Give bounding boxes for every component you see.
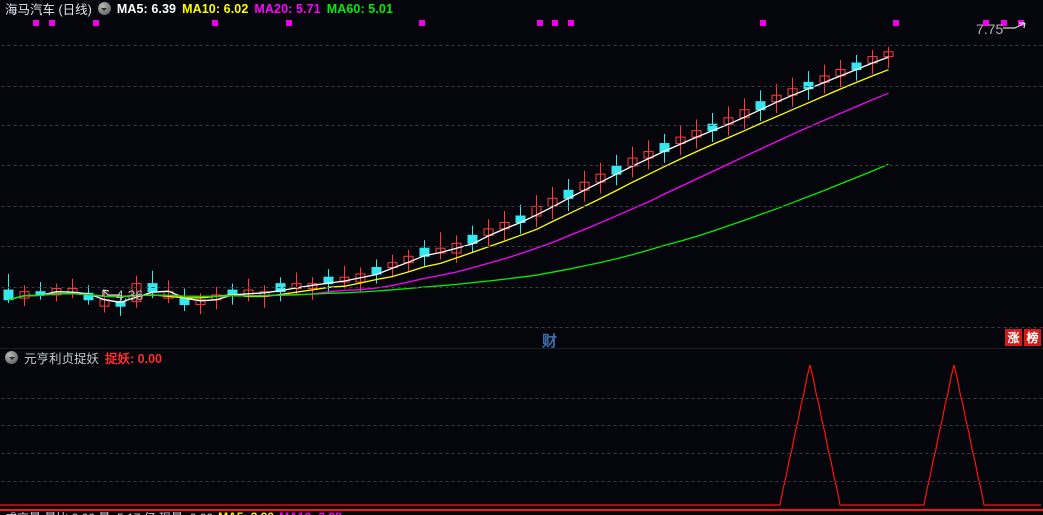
signal-marker (33, 20, 39, 26)
ma5-line (8, 56, 889, 304)
candle-body (115, 300, 126, 307)
signal-marker (49, 20, 55, 26)
candle-body (883, 51, 894, 58)
indicator-value-label: 捉妖: 0.00 (105, 352, 162, 366)
volume-ma5-label: MA5: 3.90 (218, 510, 274, 515)
indicator-line (0, 364, 1041, 506)
badge-rise[interactable]: 涨 (1005, 329, 1022, 346)
candle-body (131, 283, 142, 302)
indicator-pane[interactable]: 元亨利贞捉妖 捉妖: 0.00 (0, 348, 1043, 510)
signal-marker (286, 20, 292, 26)
signal-marker (93, 20, 99, 26)
low-price-arrow-icon (102, 289, 120, 296)
high-price-arrow-icon (1003, 22, 1026, 29)
signal-marker (552, 20, 558, 26)
ma5-legend: MA5: 6.39 (116, 1, 177, 16)
volume-ma10-label: MA10: 2.98 (279, 510, 342, 515)
price-pane-header: 海马汽车 (日线) MA5: 6.39 MA10: 6.02 MA20: 5.7… (0, 0, 394, 18)
signal-marker (1001, 20, 1007, 26)
volume-pane-clipped[interactable]: 成交量 量比 0.00 量: 5.17 亿 现量: 0.00 MA5: 3.90… (0, 509, 1043, 515)
price-gridline (0, 125, 1043, 126)
candle-body (3, 289, 14, 301)
indicator-baseline (0, 509, 1043, 511)
candle-body (451, 242, 462, 254)
price-chart-pane[interactable]: 海马汽车 (日线) MA5: 6.39 MA10: 6.02 MA20: 5.7… (0, 0, 1043, 348)
symbol-name-label: 海马汽车 (日线) (5, 3, 92, 17)
chevron-down-circle-icon[interactable] (5, 351, 18, 364)
volume-title-label: 成交量 量比 0.00 量: 5.17 亿 现量: 0.00 (5, 509, 213, 515)
indicator-gridline (0, 453, 1043, 454)
price-series-canvas (3, 46, 894, 316)
badge-rank[interactable]: 榜 (1024, 329, 1041, 346)
chevron-down-circle-icon[interactable] (97, 2, 111, 15)
signal-marker (212, 20, 218, 26)
ma60-line (8, 163, 889, 301)
price-gridline (0, 246, 1043, 247)
signal-marker (537, 20, 543, 26)
price-gridline (0, 206, 1043, 207)
indicator-series-canvas (0, 364, 1041, 506)
indicator-gridline (0, 481, 1043, 482)
price-gridline (0, 287, 1043, 288)
signal-marker (568, 20, 574, 26)
low-price-label: 4.36 (116, 287, 144, 303)
price-gridline (0, 45, 1043, 46)
indicator-gridline (0, 398, 1043, 399)
indicator-title-label: 元亨利贞捉妖 (24, 352, 100, 366)
price-gridline (0, 165, 1043, 166)
candle-body (195, 299, 206, 306)
ma60-legend: MA60: 5.01 (326, 1, 394, 16)
candle-body (19, 291, 30, 299)
indicator-gridline (0, 425, 1043, 426)
watermark-logo: 财 (542, 333, 558, 348)
price-gridline (0, 86, 1043, 87)
signal-marker (760, 20, 766, 26)
ma20-legend: MA20: 5.71 (254, 1, 321, 16)
ma10-legend: MA10: 6.02 (182, 1, 249, 16)
corner-badges[interactable]: 涨 榜 (1005, 329, 1041, 346)
price-gridline (0, 327, 1043, 328)
volume-pane-header: 成交量 量比 0.00 量: 5.17 亿 现量: 0.00 MA5: 3.90… (0, 509, 342, 515)
signal-marker (893, 20, 899, 26)
high-price-label: 7.75 (976, 21, 1004, 37)
signal-marker (983, 20, 989, 26)
indicator-pane-header: 元亨利贞捉妖 捉妖: 0.00 (0, 349, 162, 366)
signal-marker (419, 20, 425, 26)
